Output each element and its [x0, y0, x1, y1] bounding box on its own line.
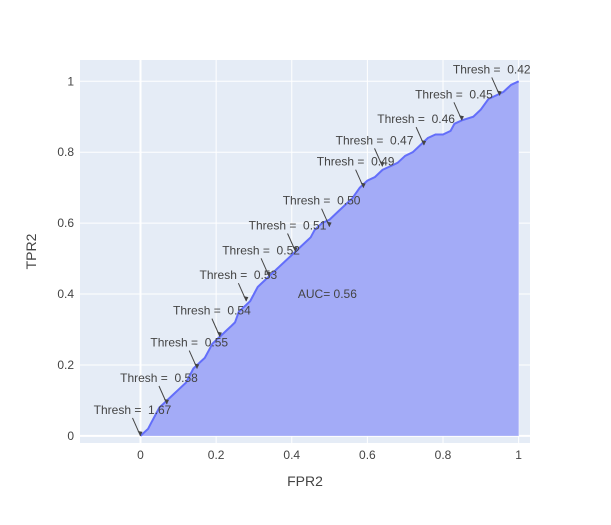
- annotation-arrowhead: [421, 140, 427, 146]
- threshold-label: Thresh = 0.46: [377, 112, 455, 126]
- threshold-annotations: Thresh = 1.67 Thresh = 0.58 Thresh = 0.55 T…: [94, 62, 531, 437]
- x-tick-label: 0.4: [283, 448, 300, 462]
- threshold-annotation: Thresh = 0.58: [120, 371, 198, 405]
- threshold-annotation: Thresh = 0.49: [317, 155, 395, 188]
- threshold-label: Thresh = 0.52: [222, 243, 300, 257]
- annotation-arrowhead: [379, 161, 385, 167]
- threshold-label: Thresh = 0.51: [249, 219, 327, 233]
- annotation-arrowhead: [243, 296, 249, 302]
- annotation-arrowhead: [266, 271, 272, 277]
- threshold-label: Thresh = 0.42: [453, 62, 531, 76]
- threshold-label: Thresh = 0.50: [283, 194, 361, 208]
- y-tick-label: 0.6: [57, 216, 74, 230]
- x-tick-label: 0.8: [435, 448, 452, 462]
- threshold-label: Thresh = 0.53: [200, 268, 278, 282]
- threshold-label: Thresh = 0.55: [150, 336, 228, 350]
- annotation-arrowhead: [137, 430, 143, 436]
- roc-area: [140, 81, 519, 436]
- roc-curve-line: [139, 80, 520, 437]
- y-tick-label: 0.8: [57, 145, 74, 159]
- y-axis-ticks: 0 0.2 0.4 0.6 0.8 1: [57, 74, 74, 443]
- threshold-label: Thresh = 0.45: [415, 87, 493, 101]
- x-axis-title: FPR2: [287, 473, 323, 489]
- y-tick-label: 0: [67, 429, 74, 443]
- x-tick-label: 0.2: [208, 448, 225, 462]
- annotation-arrowhead: [496, 90, 502, 96]
- threshold-annotation: Thresh = 0.46: [377, 112, 455, 146]
- threshold-annotation: Thresh = 1.67: [94, 403, 172, 437]
- x-tick-label: 1: [515, 448, 522, 462]
- y-tick-label: 1: [67, 74, 74, 88]
- threshold-annotation: Thresh = 0.51: [249, 219, 327, 252]
- threshold-annotation: Thresh = 0.45: [415, 87, 493, 121]
- annotation-arrowhead: [163, 398, 169, 404]
- annotation-arrowhead: [194, 363, 200, 369]
- auc-label: AUC= 0.56: [298, 287, 357, 301]
- threshold-annotation: Thresh = 0.47: [336, 133, 414, 167]
- x-tick-label: 0: [137, 448, 144, 462]
- annotation-arrowhead: [326, 221, 332, 227]
- annotation-arrowhead: [360, 182, 366, 188]
- threshold-annotation: Thresh = 0.55: [150, 336, 228, 369]
- y-tick-label: 0.4: [57, 287, 74, 301]
- threshold-label: Thresh = 0.47: [336, 133, 414, 147]
- threshold-annotation: Thresh = 0.50: [283, 194, 361, 227]
- threshold-label: Thresh = 1.67: [94, 403, 172, 417]
- threshold-annotation: Thresh = 0.42: [453, 62, 531, 96]
- x-tick-label: 0.6: [359, 448, 376, 462]
- x-axis-ticks: 0 0.2 0.4 0.6 0.8 1: [137, 448, 522, 462]
- threshold-label: Thresh = 0.54: [173, 304, 251, 318]
- annotation-arrowhead: [292, 246, 298, 252]
- threshold-annotation: Thresh = 0.54: [173, 304, 251, 337]
- threshold-annotation: Thresh = 0.52: [222, 243, 300, 277]
- y-tick-label: 0.2: [57, 358, 74, 372]
- threshold-label: Thresh = 0.58: [120, 371, 198, 385]
- threshold-label: Thresh = 0.49: [317, 155, 395, 169]
- annotation-arrowhead: [458, 115, 464, 121]
- annotation-arrowhead: [216, 331, 222, 337]
- y-axis-title: TPR2: [23, 233, 39, 269]
- threshold-annotation: Thresh = 0.53: [200, 268, 278, 302]
